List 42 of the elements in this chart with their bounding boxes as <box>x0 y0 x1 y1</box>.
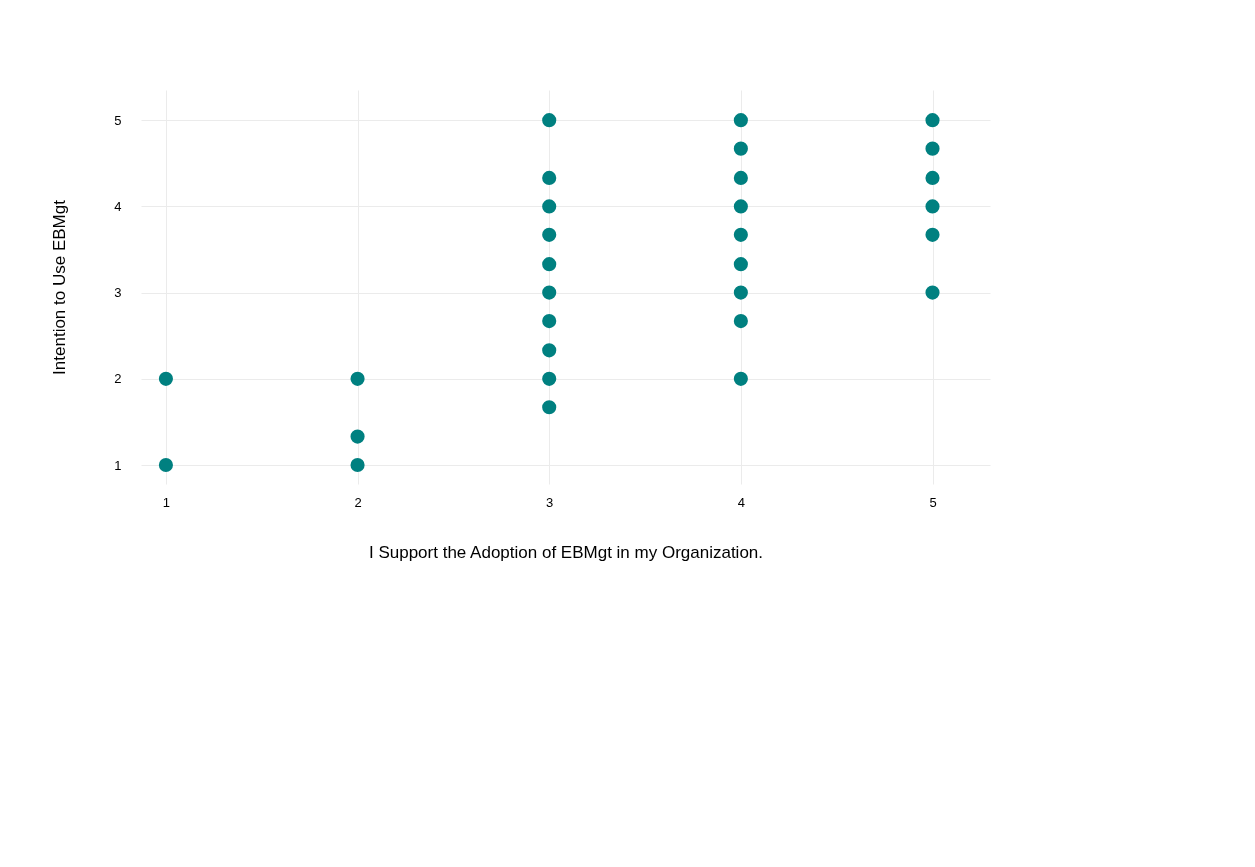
point <box>733 371 748 386</box>
point <box>733 141 748 156</box>
point <box>733 285 748 300</box>
y-tick-label: 4 <box>114 198 122 214</box>
point <box>925 113 940 128</box>
point <box>542 170 557 185</box>
point <box>542 371 557 386</box>
y-axis-title: Intention to Use EBMgt <box>50 199 70 375</box>
point <box>925 227 940 242</box>
point <box>158 457 173 473</box>
point <box>925 199 940 214</box>
point <box>542 400 557 415</box>
point <box>542 113 557 128</box>
y-tick-label: 5 <box>114 112 122 128</box>
point <box>350 371 365 386</box>
point <box>733 314 748 329</box>
x-axis-title: I Support the Adoption of EBMgt in my Organization. <box>368 542 764 562</box>
x-tick-label: 4 <box>737 494 745 510</box>
point <box>542 314 557 329</box>
point <box>542 285 557 300</box>
x-tick-label: 3 <box>546 494 554 510</box>
point <box>542 257 557 272</box>
x-tick-label: 2 <box>354 494 362 510</box>
point <box>158 371 173 386</box>
point <box>542 199 557 214</box>
y-tick-label: 1 <box>114 457 122 473</box>
point <box>925 285 940 300</box>
x-tick-label: 5 <box>929 494 937 510</box>
y-tick-label: 2 <box>114 371 122 387</box>
point <box>542 227 557 242</box>
point <box>733 257 748 272</box>
point <box>733 170 748 185</box>
point <box>350 429 365 444</box>
point <box>925 170 940 185</box>
point <box>925 141 940 156</box>
y-tick-label: 3 <box>114 285 122 301</box>
point <box>350 457 365 473</box>
point <box>733 113 748 128</box>
point <box>733 227 748 242</box>
point <box>542 343 557 358</box>
point <box>733 199 748 214</box>
x-tick-label: 1 <box>162 494 171 510</box>
